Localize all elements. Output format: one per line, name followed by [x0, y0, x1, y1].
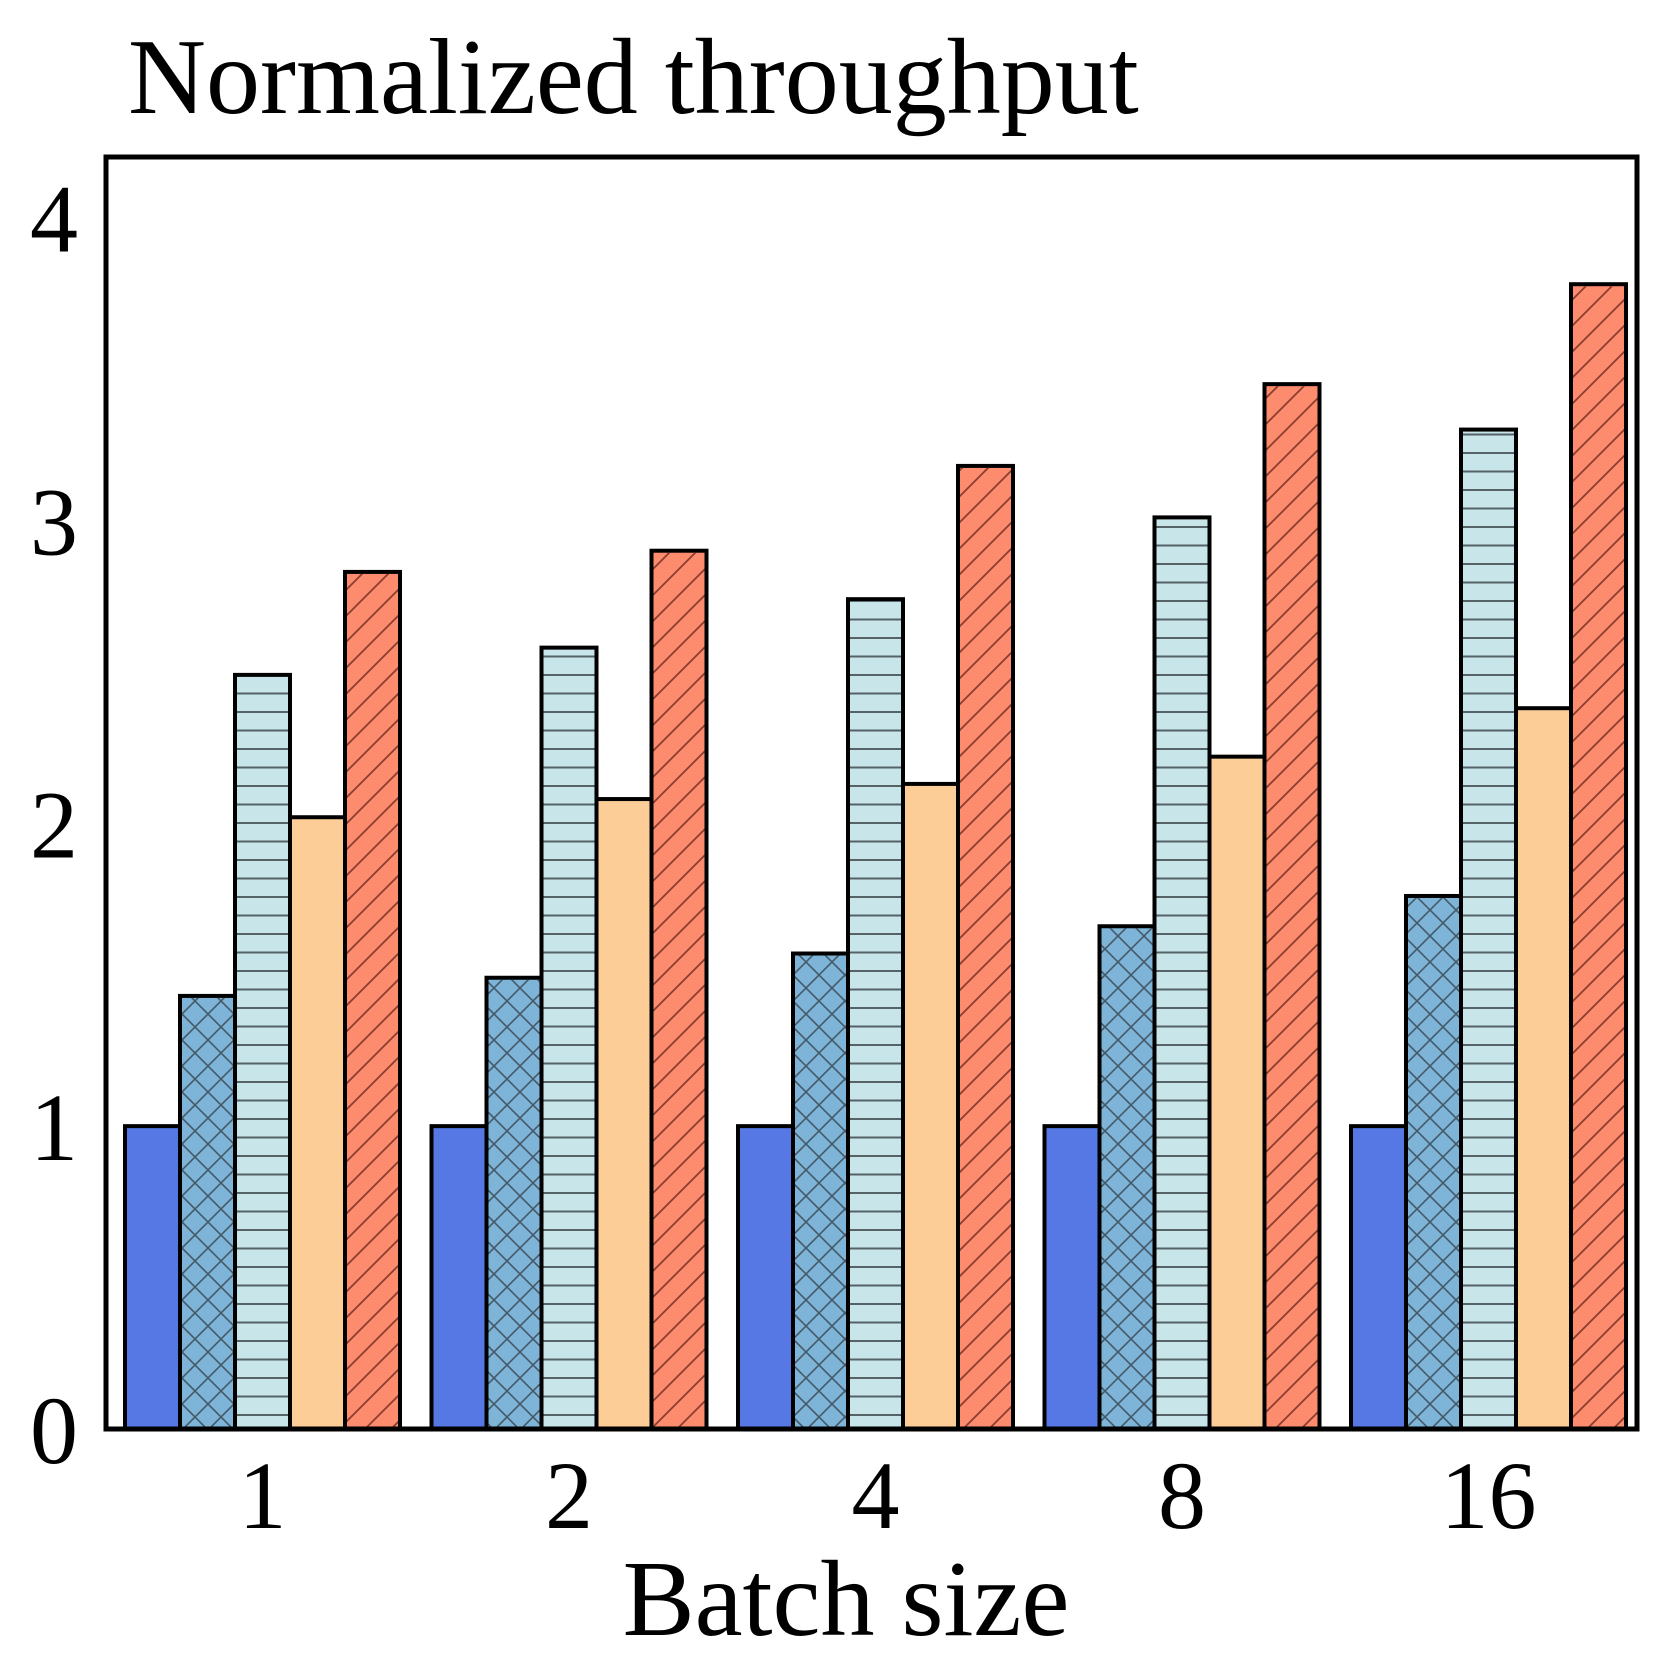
x-ticks-group: 1 2 4 8 16 [239, 1442, 1537, 1549]
y-ticks-group: 0 1 2 3 4 [30, 166, 78, 1484]
bar-series-1-batch-4 [736, 1124, 795, 1431]
bar-hatch-series-5-batch-2 [653, 552, 705, 1427]
bar-series-4-batch-2 [594, 797, 654, 1431]
bar-hatch-series-5-batch-16 [1573, 286, 1624, 1428]
bar-hatch-series-2-batch-8 [1101, 928, 1153, 1427]
bar-hatch-series-3-batch-2 [543, 649, 595, 1427]
bar-series-4-batch-16 [1514, 706, 1573, 1431]
bar-hatch-series-3-batch-8 [1156, 519, 1208, 1427]
bar-series-4-batch-4 [901, 781, 960, 1431]
bar-series-1-batch-16 [1349, 1124, 1408, 1431]
plot-frame [103, 154, 1640, 1432]
x-tick-label-8: 8 [1158, 1442, 1206, 1549]
bar-hatch-series-2-batch-1 [182, 997, 233, 1427]
bar-series-1-batch-2 [429, 1124, 489, 1431]
bar-hatch-series-2-batch-4 [795, 955, 846, 1427]
y-tick-label-2: 2 [30, 771, 78, 878]
bar-series-1-batch-8 [1042, 1124, 1102, 1431]
bar-series-4-batch-8 [1207, 754, 1267, 1431]
y-tick-label-4: 4 [30, 166, 78, 273]
bar-hatch-series-2-batch-16 [1408, 897, 1459, 1427]
bar-hatch-series-3-batch-16 [1463, 431, 1514, 1428]
x-tick-label-16: 16 [1441, 1442, 1537, 1549]
bar-hatch-series-3-batch-1 [237, 676, 288, 1427]
bars-group [123, 282, 1628, 1432]
x-tick-label-1: 1 [239, 1442, 287, 1549]
bar-hatch-series-5-batch-1 [347, 573, 398, 1427]
y-tick-label-0: 0 [30, 1377, 78, 1484]
chart-title: Normalized throughput [128, 18, 1139, 137]
y-tick-label-1: 1 [30, 1074, 78, 1181]
bar-hatch-series-2-batch-2 [488, 979, 540, 1427]
x-tick-label-2: 2 [545, 1442, 593, 1549]
bar-series-1-batch-1 [123, 1124, 182, 1431]
bar-hatch-series-5-batch-8 [1266, 386, 1318, 1428]
bar-hatch-series-5-batch-4 [960, 467, 1011, 1427]
x-tick-label-4: 4 [852, 1442, 900, 1549]
y-tick-label-3: 3 [30, 468, 78, 575]
bar-hatch-series-3-batch-4 [850, 601, 901, 1427]
x-axis-label: Batch size [623, 1540, 1070, 1659]
bar-series-4-batch-1 [288, 815, 347, 1431]
